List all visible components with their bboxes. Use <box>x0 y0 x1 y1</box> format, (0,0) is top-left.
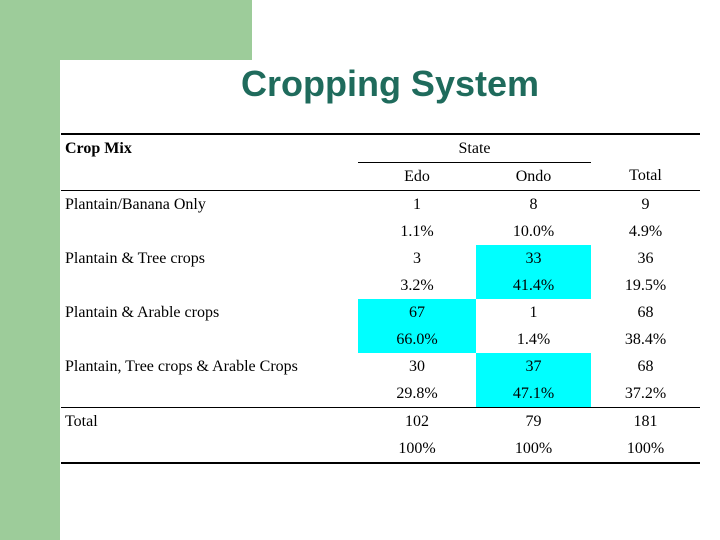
row-label: Plantain & Tree crops <box>65 249 205 267</box>
row-label: Plantain & Arable crops <box>65 303 220 321</box>
total-row-pct: 100% 100% 100% <box>61 435 700 464</box>
cell-edo-pct: 29.8% <box>396 384 438 402</box>
table-row: Plantain & Tree crops 3 33 36 <box>61 245 700 272</box>
cell-ondo-count: 1 <box>529 303 538 321</box>
table-header-row-2: Edo Ondo Total <box>61 162 700 191</box>
total-ondo-count: 79 <box>476 407 591 435</box>
total-edo-pct: 100% <box>358 435 476 464</box>
cell-ondo-count-highlighted: 37 <box>476 353 591 380</box>
cell-ondo-count: 8 <box>476 190 591 218</box>
left-accent-bar <box>0 0 60 540</box>
cell-total-pct: 38.4% <box>624 330 667 348</box>
header-edo: Edo <box>358 162 476 191</box>
cell-ondo-pct-highlighted: 47.1% <box>476 380 591 408</box>
cell-total-pct: 4.9% <box>628 222 663 240</box>
total-label: Total <box>61 407 358 435</box>
table-row: Plantain, Tree crops & Arable Crops 30 3… <box>61 353 700 380</box>
header-state: State <box>358 133 591 163</box>
header-ondo: Ondo <box>476 162 591 191</box>
header-total: Total <box>629 167 662 185</box>
cell-ondo-pct: 1.4% <box>516 330 551 348</box>
cell-ondo-count-highlighted: 33 <box>476 245 591 272</box>
table-row: Plantain & Arable crops 67 1 68 <box>61 299 700 326</box>
cell-edo-count: 30 <box>409 357 425 375</box>
table-row: 66.0% 1.4% 38.4% <box>61 326 700 353</box>
table-row: 3.2% 41.4% 19.5% <box>61 272 700 299</box>
table-row: 29.8% 47.1% 37.2% <box>61 380 700 408</box>
cell-edo-count: 1 <box>358 190 476 218</box>
total-total-pct: 100% <box>591 435 700 464</box>
cell-edo-count-highlighted: 67 <box>358 299 476 326</box>
cell-total-count: 68 <box>637 357 654 375</box>
total-edo-count: 102 <box>358 407 476 435</box>
cell-edo-pct-highlighted: 66.0% <box>358 326 476 353</box>
total-total-count: 181 <box>591 407 700 435</box>
slide-title: Cropping System <box>240 63 540 104</box>
cropping-system-table: Crop Mix State Edo Ondo Total Plantain/B… <box>61 133 700 464</box>
cell-total-pct: 19.5% <box>624 276 667 294</box>
table-header-row-1: Crop Mix State <box>61 133 700 163</box>
cell-edo-count: 3 <box>413 249 421 267</box>
row-label: Plantain, Tree crops & Arable Crops <box>65 357 298 375</box>
header-crop-mix: Crop Mix <box>61 133 358 163</box>
total-ondo-pct: 100% <box>476 435 591 464</box>
cell-total-count: 9 <box>591 190 700 218</box>
cell-total-count: 68 <box>637 303 654 321</box>
cell-edo-pct: 1.1% <box>400 222 434 240</box>
cell-total-pct: 37.2% <box>624 384 667 402</box>
total-row: Total 102 79 181 <box>61 407 700 435</box>
cell-ondo-pct: 10.0% <box>512 222 555 240</box>
cell-edo-pct: 3.2% <box>400 276 434 294</box>
row-label: Plantain/Banana Only <box>61 190 358 218</box>
table-row: 1.1% 10.0% 4.9% <box>61 218 700 245</box>
table-row: Plantain/Banana Only 1 8 9 <box>61 190 700 218</box>
cell-ondo-pct-highlighted: 41.4% <box>476 272 591 299</box>
cell-total-count: 36 <box>637 249 654 267</box>
top-accent-tab <box>60 0 252 60</box>
